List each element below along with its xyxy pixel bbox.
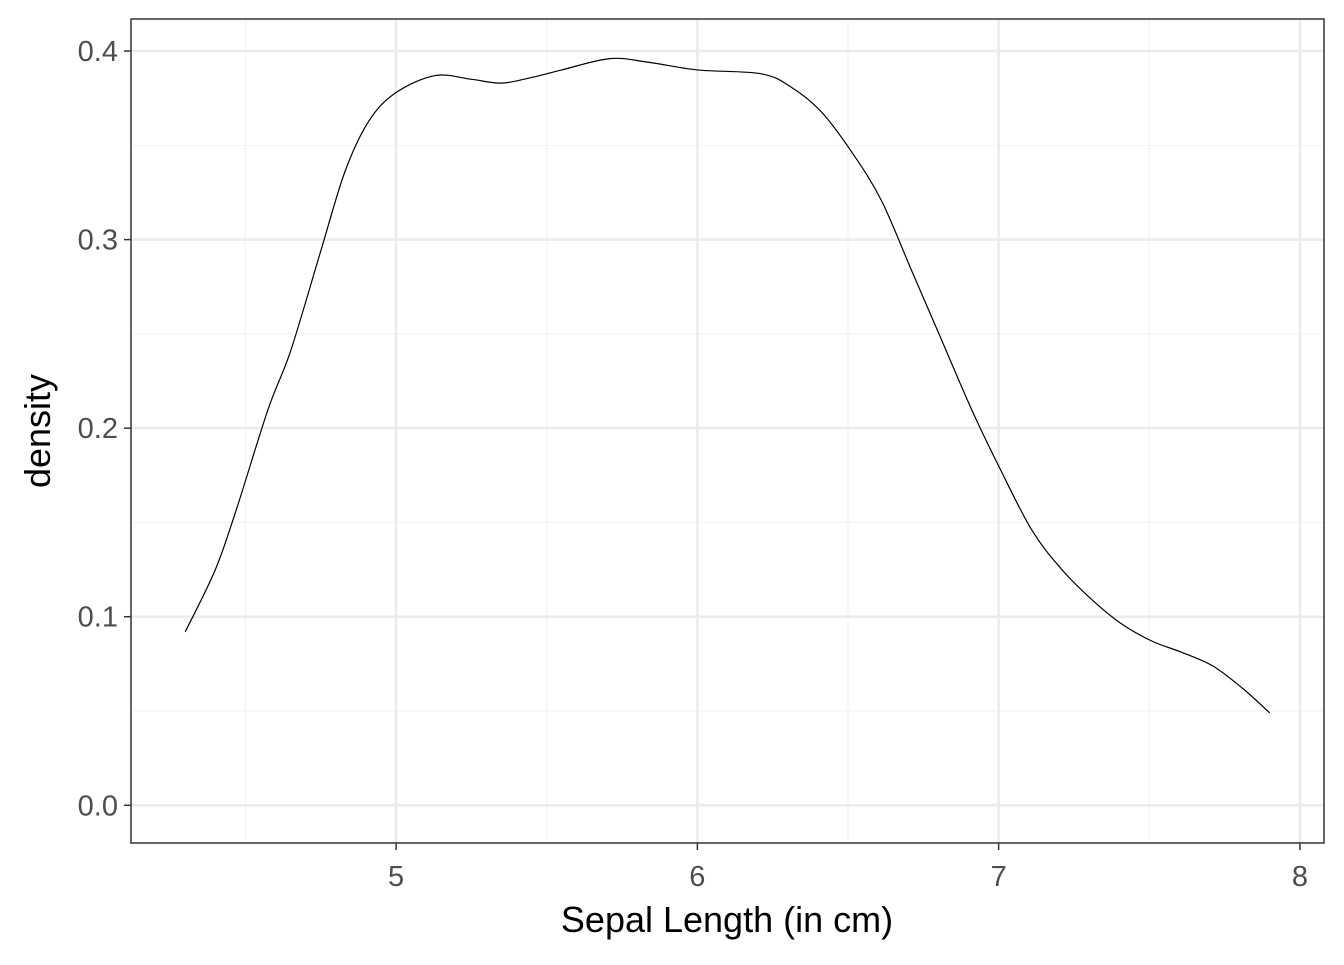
x-tick-label: 6	[689, 861, 705, 893]
y-tick-label: 0.3	[78, 225, 118, 257]
y-tick-label: 0.2	[78, 413, 118, 445]
x-tick-label: 8	[1292, 861, 1308, 893]
x-tick-label: 5	[388, 861, 404, 893]
y-tick-label: 0.0	[78, 790, 118, 822]
y-tick-label: 0.4	[78, 36, 118, 68]
y-tick-label: 0.1	[78, 602, 118, 634]
plot-panel	[131, 19, 1324, 843]
x-axis-label: Sepal Length (in cm)	[561, 899, 893, 940]
axes: 5 6 7 8 0.0 0.1 0.2 0.3 0.4	[78, 36, 1308, 893]
x-tick-label: 7	[991, 861, 1007, 893]
density-line	[184, 57, 1271, 714]
y-axis-label: density	[17, 374, 58, 488]
grid	[131, 19, 1324, 843]
panel-border	[130, 18, 1325, 844]
